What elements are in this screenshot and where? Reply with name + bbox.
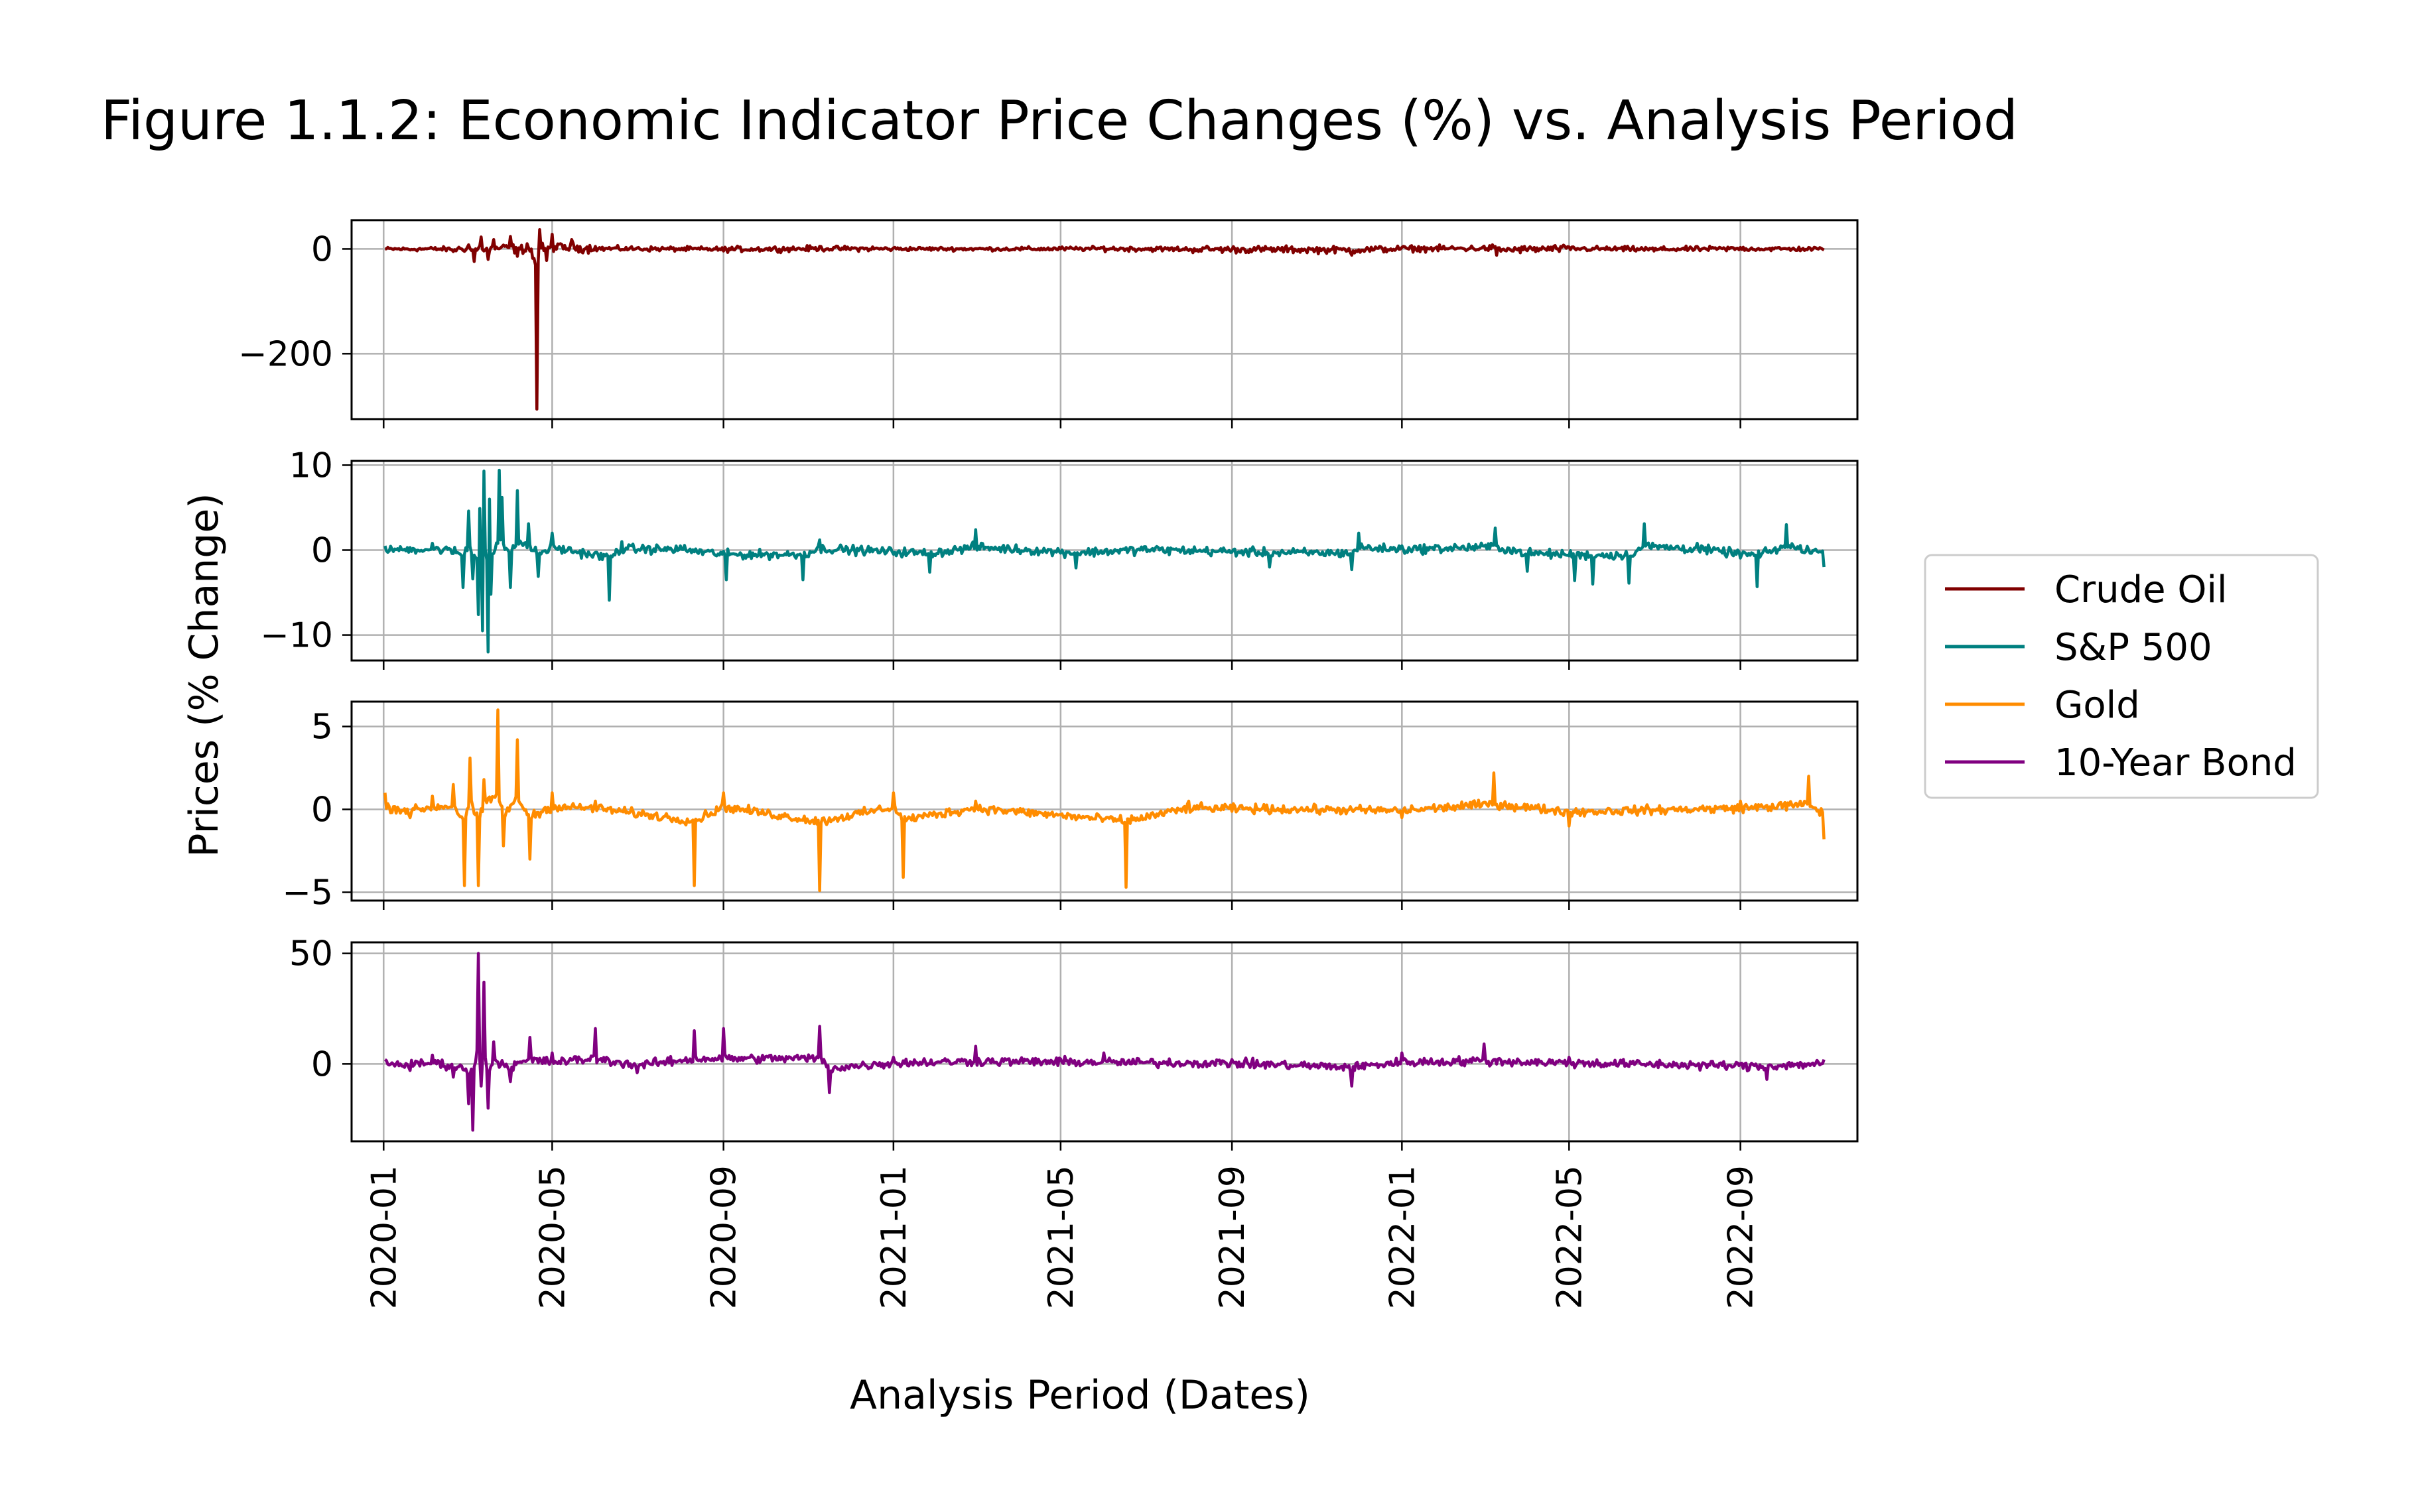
x-tick-label: 2020-09: [704, 1165, 744, 1309]
crude-oil-y-tick-label: 0: [311, 229, 333, 269]
x-tick-label: 2022-05: [1550, 1165, 1589, 1309]
x-tick-label: 2022-01: [1382, 1165, 1422, 1309]
10-year-bond-legend-label: 10-Year Bond: [2054, 741, 2297, 785]
x-tick-label: 2021-09: [1213, 1165, 1252, 1309]
gold-y-tick-label: 5: [311, 708, 333, 747]
chart-title: Figure 1.1.2: Economic Indicator Price C…: [101, 90, 2018, 153]
sandp-500-y-tick-label: 0: [311, 531, 333, 570]
gold-axes-frame: [350, 700, 1859, 902]
sandp-500-panel: 10 0 −10: [260, 446, 1859, 670]
gold-y-tick-label: −5: [282, 873, 333, 913]
x-tick-label: 2022-09: [1721, 1165, 1761, 1309]
x-tick-label: 2021-01: [874, 1165, 914, 1309]
gold-panel: 5 0 −5: [282, 700, 1859, 913]
10-year-bond-line: [384, 952, 1826, 1132]
gold-line: [383, 708, 1826, 893]
gold-legend-label: Gold: [2054, 684, 2140, 727]
legend: Crude Oil S&P 500 Gold 10-Year Bond: [1924, 554, 2319, 799]
sandp-500-y-tick-label: 10: [289, 446, 333, 485]
y-axis-label: Prices (% Change): [181, 493, 228, 857]
sandp-500-axes-frame: [350, 460, 1859, 662]
10-year-bond-y-tick-label: 0: [311, 1044, 333, 1084]
x-tick-label: 2020-05: [533, 1165, 572, 1309]
x-tick-label: 2021-05: [1041, 1165, 1081, 1309]
x-tick-label: 2020-01: [364, 1165, 404, 1309]
10-year-bond-panel: 50 0 2020-01 2020-05 2020-09 2021-01 2021-05 20…: [289, 934, 1859, 1309]
crude-oil-line: [385, 227, 1825, 411]
crude-oil-legend-label: Crude Oil: [2054, 568, 2228, 611]
x-axis-label: Analysis Period (Dates): [850, 1372, 1310, 1418]
10-year-bond-axes-frame: [350, 941, 1859, 1143]
crude-oil-panel: 0 −200: [238, 219, 1859, 428]
crude-oil-axes-frame: [350, 219, 1859, 420]
10-year-bond-y-tick-label: 50: [289, 934, 333, 974]
sandp-500-legend-label: S&P 500: [2054, 626, 2212, 669]
legend-box: [1924, 554, 2319, 799]
crude-oil-y-tick-label: −200: [238, 334, 333, 374]
sandp-500-y-tick-label: −10: [260, 616, 333, 656]
sandp-500-line: [383, 468, 1826, 654]
gold-y-tick-label: 0: [311, 790, 333, 830]
